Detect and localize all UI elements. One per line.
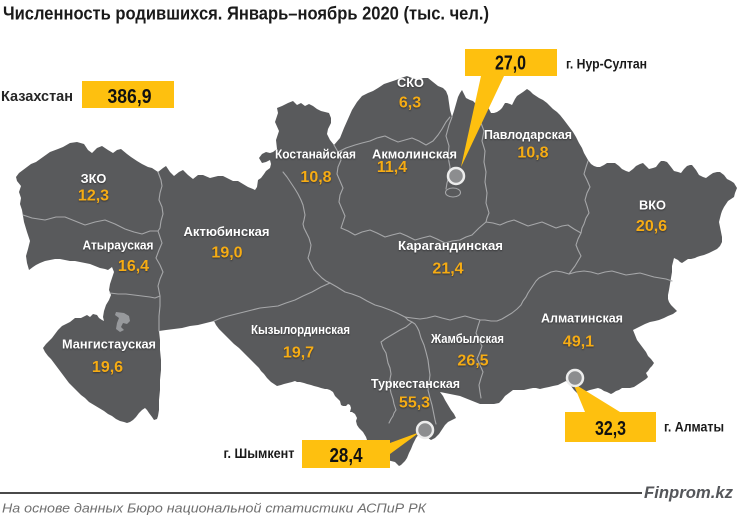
svg-text:Алматинская: Алматинская <box>541 311 623 326</box>
svg-text:Жамбылская: Жамбылская <box>430 331 504 346</box>
svg-text:Finprom.kz: Finprom.kz <box>644 483 733 502</box>
svg-text:55,3: 55,3 <box>399 395 430 412</box>
svg-text:Мангистауская: Мангистауская <box>62 337 156 352</box>
svg-text:32,3: 32,3 <box>595 418 626 440</box>
svg-text:386,9: 386,9 <box>108 86 152 108</box>
svg-text:6,3: 6,3 <box>399 95 421 112</box>
svg-text:Атырауская: Атырауская <box>83 238 154 253</box>
svg-text:12,3: 12,3 <box>78 188 109 205</box>
svg-text:Казахстан: Казахстан <box>1 89 73 105</box>
svg-text:19,7: 19,7 <box>283 345 314 362</box>
svg-text:Туркестанская: Туркестанская <box>371 376 460 391</box>
svg-text:11,4: 11,4 <box>377 159 407 176</box>
svg-text:10,8: 10,8 <box>300 169 331 186</box>
svg-text:г. Шымкент: г. Шымкент <box>224 446 295 461</box>
svg-text:19,6: 19,6 <box>92 359 123 376</box>
svg-text:Акмолинская: Акмолинская <box>372 147 457 162</box>
svg-text:26,5: 26,5 <box>457 353 488 370</box>
svg-text:27,0: 27,0 <box>495 53 526 75</box>
svg-text:Костанайская: Костанайская <box>275 147 356 162</box>
svg-text:г. Алматы: г. Алматы <box>664 420 724 435</box>
svg-text:Павлодарская: Павлодарская <box>484 127 572 142</box>
svg-text:На основе данных Бюро национал: На основе данных Бюро национальной стати… <box>2 501 427 516</box>
svg-text:ВКО: ВКО <box>639 198 666 213</box>
svg-text:Актюбинская: Актюбинская <box>184 224 270 239</box>
svg-text:19,0: 19,0 <box>211 245 242 262</box>
svg-text:Кызылординская: Кызылординская <box>251 322 350 337</box>
svg-text:21,4: 21,4 <box>432 261 463 278</box>
svg-text:г. Нур-Султан: г. Нур-Султан <box>566 57 647 72</box>
svg-text:20,6: 20,6 <box>636 218 667 235</box>
svg-text:28,4: 28,4 <box>330 445 364 467</box>
svg-text:49,1: 49,1 <box>563 334 594 351</box>
svg-text:16,4: 16,4 <box>118 258 149 275</box>
svg-text:Численность родившихся. Январь: Численность родившихся. Январь–ноябрь 20… <box>3 4 489 24</box>
svg-text:СКО: СКО <box>397 75 424 90</box>
svg-text:10,8: 10,8 <box>517 145 548 162</box>
svg-text:ЗКО: ЗКО <box>81 171 107 186</box>
svg-text:Карагандинская: Карагандинская <box>398 238 503 253</box>
